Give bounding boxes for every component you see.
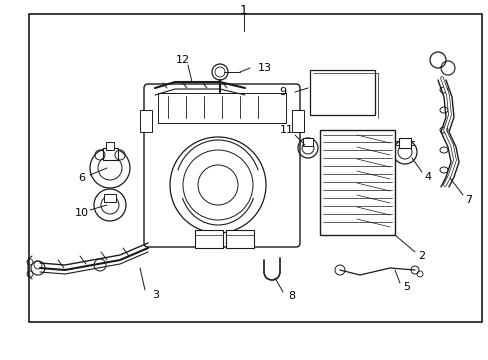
Bar <box>103 148 118 160</box>
Bar <box>106 142 114 150</box>
Bar <box>195 230 223 248</box>
Text: 3: 3 <box>152 290 159 300</box>
Text: 10: 10 <box>75 208 89 218</box>
Text: 2: 2 <box>417 251 424 261</box>
Text: 12: 12 <box>176 55 190 65</box>
Bar <box>319 130 394 235</box>
Bar <box>309 70 374 115</box>
Text: 7: 7 <box>464 195 471 205</box>
Bar <box>104 194 116 202</box>
Text: 8: 8 <box>287 291 295 301</box>
Text: 4: 4 <box>423 172 430 182</box>
Text: 6: 6 <box>79 173 85 183</box>
Text: 9: 9 <box>279 87 286 97</box>
Text: 11: 11 <box>280 125 293 135</box>
Bar <box>291 110 304 132</box>
Bar <box>225 230 253 248</box>
Bar <box>29 14 481 322</box>
FancyBboxPatch shape <box>143 84 299 247</box>
Text: 13: 13 <box>258 63 271 73</box>
Bar <box>140 110 152 132</box>
Bar <box>303 138 312 146</box>
Text: 1: 1 <box>240 4 247 17</box>
Bar <box>158 93 285 123</box>
Bar <box>398 138 410 148</box>
Text: 5: 5 <box>402 282 409 292</box>
